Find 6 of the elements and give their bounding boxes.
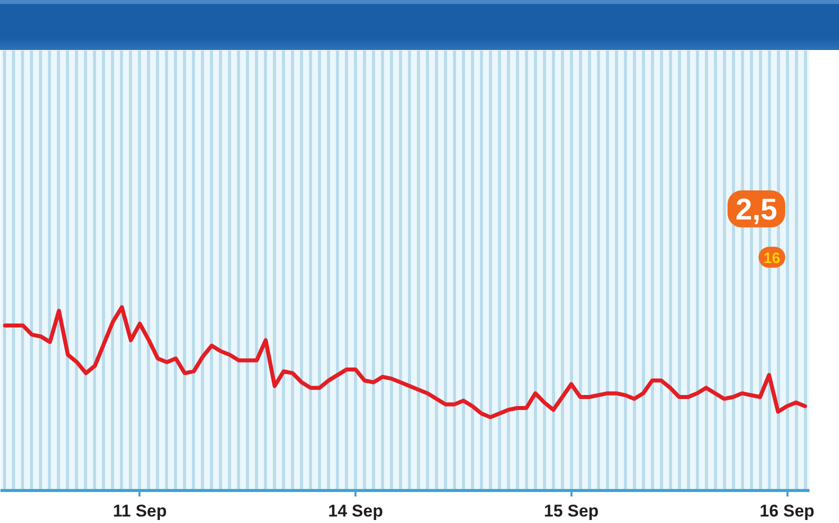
x-tick-label: 14 Sep: [328, 502, 383, 520]
text: 16: [764, 250, 780, 267]
text: 2,5: [736, 193, 778, 226]
x-tick-label: 16 Sep: [760, 502, 814, 520]
x-tick-label: 15 Sep: [544, 502, 599, 520]
x-tick-label: 11 Sep: [112, 502, 167, 520]
